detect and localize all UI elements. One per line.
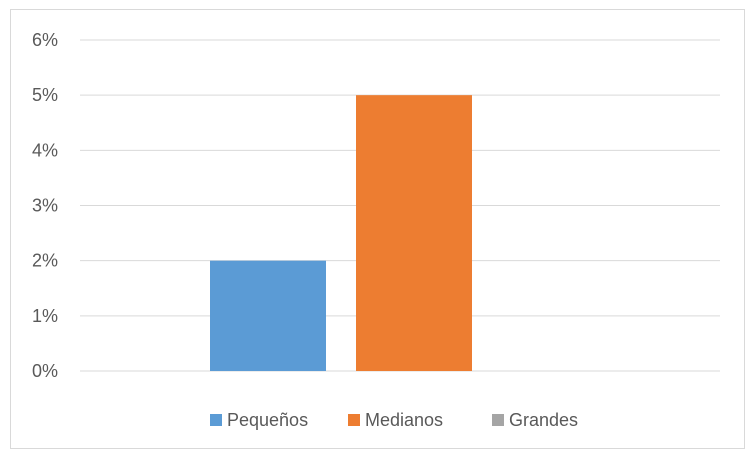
bar-pequeños [210,260,326,371]
y-tick-label: 4% [32,140,58,160]
bars [210,95,472,372]
y-tick-label: 5% [32,85,58,105]
y-axis-tick-labels: 0% 1% 2% 3% 4% 5% 6% [32,30,58,381]
y-tick-label: 6% [32,30,58,50]
legend-swatch-grandes [492,414,504,426]
legend-label-pequeños: Pequeños [227,410,308,430]
y-tick-label: 1% [32,306,58,326]
legend-label-medianos: Medianos [365,410,443,430]
y-tick-label: 3% [32,196,58,216]
legend-label-grandes: Grandes [509,410,578,430]
y-tick-label: 2% [32,251,58,271]
legend-swatch-medianos [348,414,360,426]
legend: Pequeños Medianos Grandes [210,410,578,430]
bar-medianos [356,95,472,372]
y-tick-label: 0% [32,361,58,381]
legend-swatch-pequeños [210,414,222,426]
